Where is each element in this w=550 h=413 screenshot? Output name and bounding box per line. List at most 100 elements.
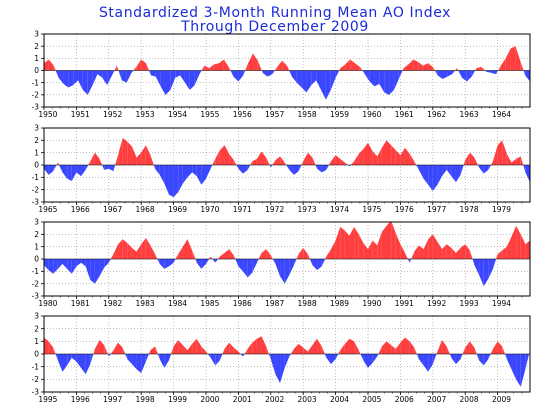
positive-area-segment xyxy=(474,347,477,354)
positive-area-segment xyxy=(344,338,350,354)
positive-area-segment xyxy=(204,65,210,71)
positive-area-segment xyxy=(511,158,517,165)
x-tick-label: 1953 xyxy=(136,110,155,119)
negative-area-segment xyxy=(479,259,484,287)
x-tick-label: 1973 xyxy=(298,205,317,214)
negative-area-segment xyxy=(76,259,82,267)
positive-area-segment xyxy=(497,140,503,165)
positive-area-segment xyxy=(402,68,404,71)
positive-area-segment xyxy=(150,155,154,165)
positive-area-segment xyxy=(93,348,95,354)
positive-area-segment xyxy=(258,252,262,259)
positive-area-segment xyxy=(423,239,429,259)
negative-area-segment xyxy=(326,165,329,170)
positive-area-segment xyxy=(506,153,512,165)
negative-area-segment xyxy=(58,70,64,84)
positive-area-segment xyxy=(354,153,359,165)
x-tick-label: 2006 xyxy=(395,395,414,404)
positive-area-segment xyxy=(146,63,149,71)
negative-area-segment xyxy=(207,354,211,358)
y-tick-label: 0 xyxy=(34,161,39,170)
positive-area-segment xyxy=(155,346,158,354)
panel-1995-2009: -3 -2 -1 0 1 2 3 1995 1996 1997 1998 1999 2000 2001 20… xyxy=(32,312,531,404)
y-tick-label: 3 xyxy=(34,124,39,133)
negative-area-segment xyxy=(485,70,487,72)
negative-area-segment xyxy=(178,165,183,193)
positive-area-segment xyxy=(490,161,493,165)
negative-area-segment xyxy=(442,70,448,80)
positive-area-segment xyxy=(476,66,482,71)
negative-area-segment xyxy=(326,354,331,365)
negative-area-segment xyxy=(201,165,206,185)
negative-area-segment xyxy=(428,165,433,191)
positive-area-segment xyxy=(272,160,276,165)
negative-area-segment xyxy=(238,259,244,272)
negative-area-segment xyxy=(256,259,259,263)
positive-area-segment xyxy=(178,340,183,354)
negative-area-segment xyxy=(102,165,105,170)
positive-area-segment xyxy=(437,340,443,354)
positive-area-segment xyxy=(224,145,230,165)
negative-area-segment xyxy=(62,354,68,372)
x-tick-label: 1977 xyxy=(427,205,446,214)
negative-area-segment xyxy=(486,70,492,73)
positive-area-segment xyxy=(462,347,466,354)
positive-area-segment xyxy=(245,63,249,71)
negative-area-segment xyxy=(155,165,160,175)
positive-area-segment xyxy=(113,342,119,354)
negative-area-segment xyxy=(384,70,390,95)
positive-area-segment xyxy=(307,254,310,259)
positive-area-segment xyxy=(118,342,123,354)
positive-area-segment xyxy=(381,140,387,165)
x-tick-label: 2004 xyxy=(330,395,349,404)
positive-area-segment xyxy=(266,157,270,165)
positive-area-segment xyxy=(196,338,202,354)
x-tick-label: 1954 xyxy=(168,110,187,119)
negative-area-segment xyxy=(377,354,379,357)
positive-area-segment xyxy=(127,141,132,165)
negative-area-segment xyxy=(437,70,443,80)
positive-area-segment xyxy=(436,351,438,354)
negative-area-segment xyxy=(321,259,326,267)
negative-area-segment xyxy=(291,70,297,83)
positive-area-segment xyxy=(386,222,392,259)
negative-area-segment xyxy=(449,354,452,358)
positive-area-segment xyxy=(223,59,229,71)
positive-area-segment xyxy=(414,347,417,354)
positive-area-segment xyxy=(312,157,316,165)
panel-1950-1964: -3 -2 -1 0 1 2 3 1950 1951 1952 1953 1954 1955 1956 19… xyxy=(32,30,531,119)
negative-area-segment xyxy=(272,70,275,75)
positive-area-segment xyxy=(173,340,179,354)
x-tick-label: 1965 xyxy=(38,205,57,214)
positive-area-segment xyxy=(354,226,359,259)
y-tick-label: -3 xyxy=(32,198,40,207)
positive-area-segment xyxy=(457,68,459,71)
positive-area-segment xyxy=(215,150,220,165)
positive-area-segment xyxy=(520,156,524,165)
positive-area-segment xyxy=(350,161,355,165)
x-tick-label: 1972 xyxy=(265,205,284,214)
y-tick-label: -1 xyxy=(32,362,40,371)
negative-area-segment xyxy=(159,354,165,368)
positive-area-segment xyxy=(209,256,211,259)
y-tick-label: 2 xyxy=(34,42,39,51)
negative-area-segment xyxy=(516,354,521,387)
positive-area-segment xyxy=(210,256,213,259)
positive-area-segment xyxy=(222,348,225,354)
positive-area-segment xyxy=(53,65,56,71)
positive-area-segment xyxy=(206,351,208,354)
positive-area-segment xyxy=(224,249,230,259)
negative-area-segment xyxy=(238,70,244,82)
x-tick-label: 1968 xyxy=(136,205,155,214)
positive-area-segment xyxy=(506,236,512,259)
positive-area-segment xyxy=(229,249,234,259)
negative-area-segment xyxy=(269,165,271,168)
positive-area-segment xyxy=(118,239,123,259)
negative-area-segment xyxy=(71,354,77,362)
negative-area-segment xyxy=(289,165,294,175)
positive-area-segment xyxy=(118,137,123,165)
positive-area-segment xyxy=(411,251,415,259)
negative-area-segment xyxy=(296,70,302,88)
